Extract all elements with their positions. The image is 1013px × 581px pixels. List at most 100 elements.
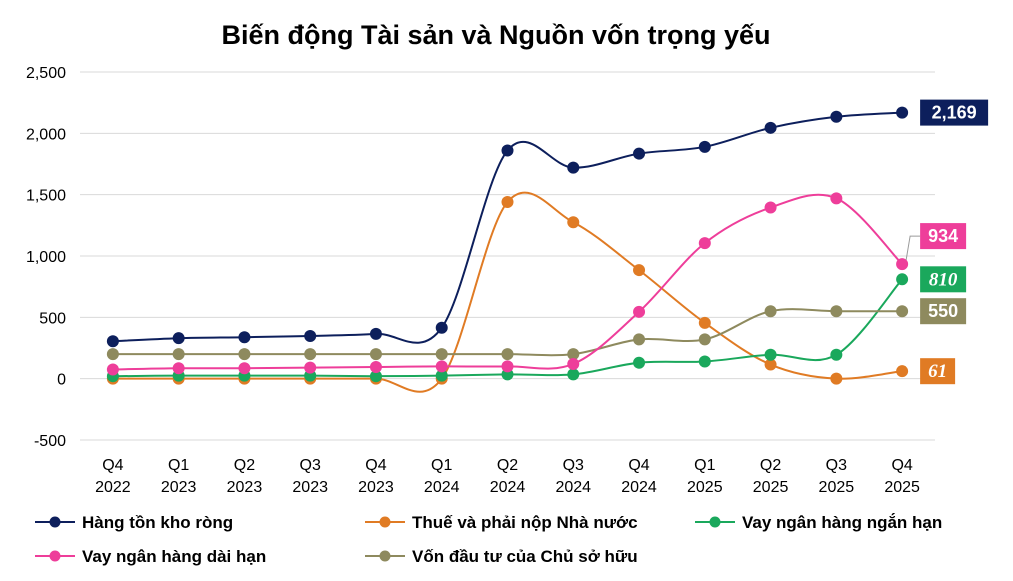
data-point <box>698 333 711 346</box>
x-tick-label-quarter: Q4 <box>628 457 649 474</box>
x-tick-label-quarter: Q2 <box>497 457 518 474</box>
x-tick-label-year: 2022 <box>95 479 131 496</box>
data-point <box>633 305 646 318</box>
data-point <box>238 348 251 361</box>
legend-label: Hàng tồn kho ròng <box>82 513 233 532</box>
end-value-label: 934 <box>928 226 958 246</box>
data-point <box>896 106 909 119</box>
data-point <box>304 361 317 374</box>
data-point <box>896 258 909 271</box>
y-tick-label: 500 <box>39 310 66 327</box>
leader-line <box>905 235 921 261</box>
data-point <box>369 361 382 374</box>
series-line-3 <box>112 193 903 371</box>
legend-label: Vốn đầu tư của Chủ sở hữu <box>412 547 638 566</box>
x-tick-label-quarter: Q1 <box>694 457 715 474</box>
data-point <box>698 237 711 250</box>
legend-marker <box>49 550 61 562</box>
legend-label: Vay ngân hàng ngắn hạn <box>742 513 942 532</box>
data-point <box>698 140 711 153</box>
data-point <box>764 201 777 214</box>
data-point <box>172 348 185 361</box>
end-label-box <box>920 223 967 250</box>
data-point <box>633 333 646 346</box>
data-point <box>501 144 514 157</box>
data-point <box>172 362 185 375</box>
data-point <box>633 264 646 277</box>
x-tick-label-year: 2025 <box>687 479 723 496</box>
x-tick-label-quarter: Q2 <box>234 457 255 474</box>
legend-marker <box>709 516 721 528</box>
x-tick-label-year: 2025 <box>819 479 855 496</box>
data-point <box>501 360 514 373</box>
end-value-label: 2,169 <box>932 103 977 123</box>
data-point <box>501 348 514 361</box>
end-label-box <box>920 298 967 325</box>
data-point <box>830 348 843 361</box>
data-point <box>830 110 843 123</box>
chart-title: Biến động Tài sản và Nguồn vốn trọng yếu <box>221 20 770 50</box>
legend-label: Thuế và phải nộp Nhà nước <box>412 513 638 532</box>
data-point <box>106 348 119 361</box>
x-tick-label-year: 2023 <box>292 479 328 496</box>
data-point <box>764 348 777 361</box>
end-value-label: 810 <box>929 269 958 290</box>
data-point <box>633 147 646 160</box>
data-point <box>698 316 711 329</box>
data-point <box>106 335 119 348</box>
data-point <box>764 305 777 318</box>
legend-marker <box>379 550 391 562</box>
legend: Hàng tồn kho ròng Thuế và phải nộp Nhà nư… <box>35 513 942 566</box>
legend-marker <box>49 516 61 528</box>
data-point <box>435 321 448 334</box>
data-point <box>830 192 843 205</box>
x-tick-label-year: 2025 <box>753 479 789 496</box>
x-tick-label-quarter: Q1 <box>431 457 452 474</box>
data-point <box>304 348 317 361</box>
y-tick-label: 2,000 <box>26 126 66 143</box>
x-tick-label-year: 2024 <box>424 479 460 496</box>
x-tick-label-year: 2023 <box>161 479 197 496</box>
end-label-box <box>920 99 989 126</box>
data-point <box>896 305 909 318</box>
x-tick-label-quarter: Q2 <box>760 457 781 474</box>
data-point <box>764 121 777 134</box>
x-tick-label-year: 2023 <box>358 479 394 496</box>
data-point <box>238 331 251 344</box>
data-point <box>896 273 909 286</box>
series-points <box>106 106 909 385</box>
y-tick-label: 0 <box>57 372 66 389</box>
data-point <box>304 329 317 342</box>
data-point <box>369 327 382 340</box>
data-point <box>896 365 909 378</box>
grid-lines <box>80 71 935 441</box>
data-point <box>435 348 448 361</box>
x-tick-label-quarter: Q3 <box>300 457 321 474</box>
y-axis: -500 0 500 1,000 1,500 2,000 2,500 <box>26 65 66 450</box>
x-tick-label-quarter: Q4 <box>102 457 123 474</box>
data-point <box>830 305 843 318</box>
data-point <box>633 356 646 369</box>
data-point <box>369 348 382 361</box>
x-tick-label-quarter: Q1 <box>168 457 189 474</box>
data-point <box>369 370 382 383</box>
data-point <box>567 161 580 174</box>
data-point <box>830 372 843 385</box>
data-point <box>567 368 580 381</box>
end-value-label: 550 <box>928 301 958 321</box>
end-label-box <box>920 266 967 293</box>
x-tick-label-year: 2024 <box>555 479 591 496</box>
x-tick-label-year: 2025 <box>884 479 920 496</box>
x-tick-label-quarter: Q3 <box>826 457 847 474</box>
legend-label: Vay ngân hàng dài hạn <box>82 547 266 566</box>
y-tick-label: 2,500 <box>26 65 66 82</box>
x-tick-label-year: 2023 <box>227 479 263 496</box>
y-tick-label: -500 <box>34 433 66 450</box>
x-tick-label-year: 2024 <box>621 479 657 496</box>
data-point <box>435 360 448 373</box>
data-point <box>764 358 777 371</box>
end-label-box <box>920 358 956 385</box>
data-point <box>435 369 448 382</box>
end-value-labels: 2,169 61 810 934 550 <box>905 99 989 385</box>
